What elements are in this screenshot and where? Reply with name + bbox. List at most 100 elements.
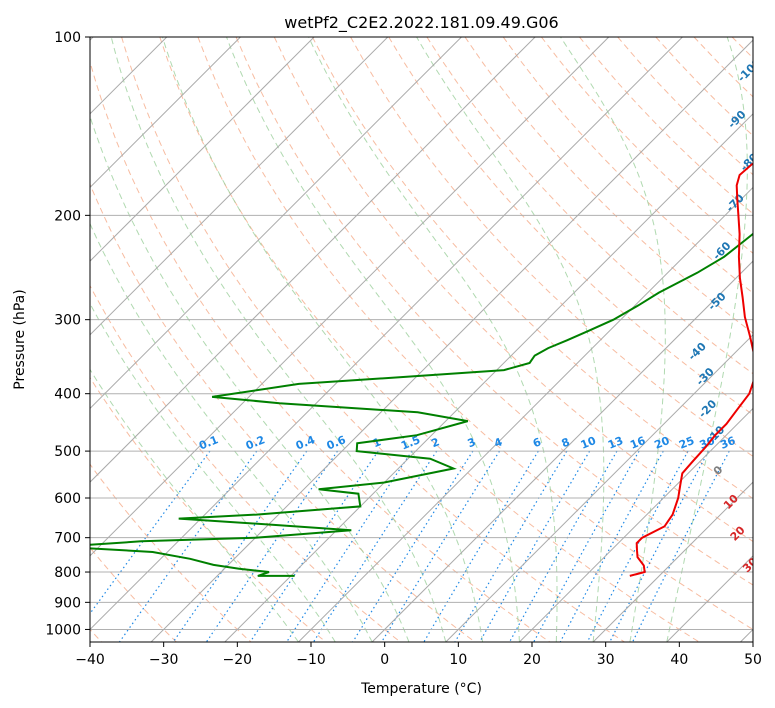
moist-adiabat	[416, 37, 605, 642]
dry-adiabat	[350, 37, 753, 458]
isotherm-line	[90, 37, 462, 410]
y-axis-ticks: 100 200 300 400 500 600 700 800 900 1000	[45, 30, 90, 638]
dry-adiabat	[541, 37, 753, 254]
isotherm-line	[592, 481, 753, 642]
isotherm-line	[90, 37, 241, 189]
mixing-ratio-label: 0.4	[294, 433, 317, 452]
y-tick-label: 100	[54, 30, 81, 46]
x-tick-label: −20	[223, 652, 253, 668]
moist-adiabat	[110, 37, 447, 642]
y-tick-label: 700	[54, 531, 81, 547]
mixing-ratio-label: 16	[628, 434, 647, 452]
dry-adiabat	[197, 37, 753, 630]
moist-adiabat	[90, 302, 336, 642]
isotherm-label: 0	[711, 463, 726, 478]
isotherm-line	[519, 407, 753, 642]
isotherm-lines	[90, 37, 753, 642]
pressure-gridlines	[90, 37, 753, 630]
mixing-ratio-label: 0.6	[325, 433, 348, 452]
mixing-ratio-line	[533, 450, 640, 642]
isotherm-label: 20	[728, 523, 748, 543]
isotherm-line	[150, 39, 753, 642]
moist-adiabat	[90, 222, 373, 642]
dry-adiabat	[464, 37, 753, 334]
mixing-ratio-line	[559, 450, 664, 642]
moist-adiabat	[226, 37, 520, 642]
mixing-ratio-line	[609, 450, 710, 642]
x-tick-label: −30	[149, 652, 179, 668]
chart-title: wetPf2_C2E2.2022.181.09.49.G06	[284, 13, 558, 33]
plot-frame	[89, 36, 754, 643]
y-axis-label: Pressure (hPa)	[12, 289, 28, 389]
isotherm-line	[90, 37, 389, 336]
dry-adiabat	[90, 182, 476, 642]
isotherm-label: -20	[696, 397, 719, 420]
mixing-ratio-label: 8	[560, 435, 572, 450]
x-tick-label: 10	[449, 652, 467, 668]
dry-adiabat	[90, 463, 252, 642]
dry-adiabat	[159, 37, 700, 642]
isotherm-line	[371, 260, 753, 642]
x-axis-ticks: −40 −30 −20 −10 0 10 20 30 40 50	[75, 642, 762, 668]
dry-adiabat	[655, 37, 753, 137]
moist-adiabat	[560, 37, 666, 642]
dry-adiabat	[121, 37, 625, 642]
dry-adiabats	[90, 37, 753, 642]
moist-adiabats	[90, 37, 748, 642]
mixing-ratio-line	[509, 450, 618, 642]
isotherm-label: 40	[753, 586, 773, 606]
mixing-ratio-label: 1	[371, 435, 383, 450]
mixing-ratio-line	[286, 450, 413, 642]
mixing-ratio-line	[90, 450, 211, 615]
mixing-ratio-label: 10	[579, 434, 598, 452]
moist-adiabat	[162, 37, 484, 642]
dewpoint-line	[90, 232, 753, 577]
mixing-ratio-line	[423, 450, 539, 642]
y-tick-label: 300	[54, 313, 81, 329]
x-tick-label: 20	[523, 652, 541, 668]
isotherm-line	[90, 37, 683, 631]
mixing-ratio-label: 3	[466, 435, 478, 450]
mixing-ratio-line	[249, 450, 379, 642]
mixing-ratio-label: 0.2	[244, 433, 267, 452]
x-axis-label: Temperature (°C)	[360, 681, 482, 697]
y-tick-label: 1000	[45, 622, 81, 638]
isotherm-line	[666, 555, 753, 642]
isotherm-line	[90, 37, 610, 557]
dry-adiabat	[90, 60, 551, 642]
y-tick-label: 500	[54, 444, 81, 460]
x-tick-label: 40	[670, 652, 688, 668]
x-tick-label: 0	[380, 652, 389, 668]
mixing-ratio-line	[119, 450, 258, 642]
mixing-ratio-line	[312, 450, 438, 642]
mixing-ratio-line	[352, 450, 474, 642]
isotherm-line	[298, 186, 753, 642]
dry-adiabat	[90, 376, 327, 642]
mixing-ratio-label: 2	[429, 435, 441, 450]
mixing-ratio-line	[454, 450, 568, 642]
mixing-ratio-label: 20	[652, 434, 671, 452]
y-tick-label: 200	[54, 208, 81, 224]
dry-adiabat	[426, 37, 753, 375]
mixing-ratio-labels: 0.1 0.2 0.4 0.6 1 1.5 2 3 4 6 8 10 13 16 20 25 30 36	[197, 433, 738, 452]
dry-adiabat	[388, 37, 753, 416]
isotherm-label: -100	[735, 56, 764, 85]
x-tick-label: 50	[744, 652, 762, 668]
mixing-ratio-line	[586, 450, 689, 642]
dry-adiabat	[235, 37, 753, 586]
isotherm-label: -80	[738, 150, 761, 173]
isotherm-line	[90, 37, 315, 262]
isotherm-label: -50	[705, 290, 728, 313]
y-tick-label: 900	[54, 595, 81, 611]
y-tick-label: 600	[54, 491, 81, 507]
x-tick-label: −40	[75, 652, 105, 668]
dry-adiabat	[311, 37, 753, 500]
moist-adiabat	[666, 37, 748, 642]
dry-adiabat	[90, 284, 401, 642]
isotherm-label: -70	[724, 191, 747, 214]
isotherm-line	[224, 113, 753, 642]
y-tick-label: 400	[54, 387, 81, 403]
mixing-ratio-label: 25	[677, 434, 696, 452]
